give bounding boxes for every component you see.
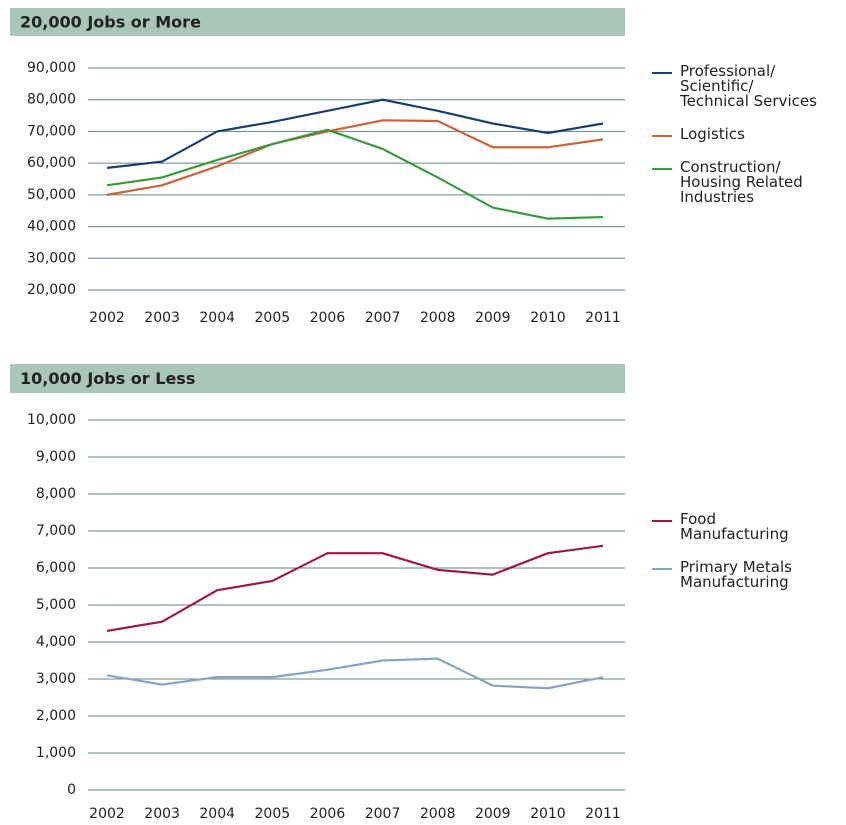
x-tick-label: 2003: [144, 310, 180, 326]
header-band: [10, 364, 625, 393]
y-tick-label: 6,000: [36, 560, 76, 576]
x-tick-label: 2006: [310, 310, 346, 326]
legend-item: Primary Metals Manufacturing: [652, 560, 792, 590]
y-tick-label: 50,000: [27, 187, 76, 203]
legend-label: Logistics: [680, 125, 745, 143]
series-line: [106, 657, 604, 690]
y-tick-label: 20,000: [27, 282, 76, 298]
x-tick-label: 2004: [199, 310, 235, 326]
legend-item: Food Manufacturing: [652, 512, 792, 542]
x-tick-label: 2011: [585, 310, 621, 326]
chart-title: 20,000 Jobs or More: [20, 13, 201, 32]
y-tick-label: 9,000: [36, 449, 76, 465]
x-tick-label: 2007: [365, 310, 401, 326]
series-line: [106, 544, 604, 632]
y-tick-label: 5,000: [36, 597, 76, 613]
legend: Food Manufacturing Primary Metals Manufac…: [652, 512, 792, 590]
y-tick-label: 30,000: [27, 250, 76, 266]
x-tick-label: 2011: [585, 806, 621, 822]
y-tick-label: 60,000: [27, 155, 76, 171]
legend-swatch: [652, 168, 672, 170]
y-tick-label: 70,000: [27, 123, 76, 139]
series-line: [106, 128, 604, 220]
legend-item: Logistics: [652, 127, 817, 142]
y-tick-label: 0: [67, 782, 76, 798]
legend-label: Primary Metals Manufacturing: [680, 558, 792, 591]
x-tick-label: 2010: [530, 310, 566, 326]
x-tick-label: 2008: [420, 806, 456, 822]
x-tick-label: 2002: [89, 806, 125, 822]
series-line: [106, 98, 604, 169]
legend-swatch: [652, 72, 672, 74]
x-tick-label: 2009: [475, 806, 511, 822]
y-tick-label: 90,000: [27, 60, 76, 76]
x-tick-label: 2002: [89, 310, 125, 326]
x-tick-label: 2004: [199, 806, 235, 822]
y-tick-label: 1,000: [36, 745, 76, 761]
y-tick-label: 7,000: [36, 523, 76, 539]
legend-label: Food Manufacturing: [680, 510, 789, 543]
y-tick-label: 2,000: [36, 708, 76, 724]
x-tick-label: 2007: [365, 806, 401, 822]
y-tick-label: 40,000: [27, 219, 76, 235]
legend: Professional/ Scientific/ Technical Serv…: [652, 64, 817, 205]
legend-label: Professional/ Scientific/ Technical Serv…: [680, 62, 817, 110]
x-tick-label: 2005: [255, 310, 291, 326]
x-tick-label: 2006: [310, 806, 346, 822]
x-tick-label: 2008: [420, 310, 456, 326]
y-tick-label: 80,000: [27, 92, 76, 108]
x-tick-label: 2009: [475, 310, 511, 326]
y-tick-label: 10,000: [27, 412, 76, 428]
x-tick-label: 2010: [530, 806, 566, 822]
y-tick-label: 3,000: [36, 671, 76, 687]
y-tick-label: 4,000: [36, 634, 76, 650]
series-line: [106, 119, 604, 196]
x-tick-label: 2003: [144, 806, 180, 822]
legend-item: Professional/ Scientific/ Technical Serv…: [652, 64, 817, 109]
x-tick-label: 2005: [255, 806, 291, 822]
legend-item: Construction/ Housing Related Industries: [652, 160, 817, 205]
legend-label: Construction/ Housing Related Industries: [680, 158, 803, 206]
legend-swatch: [652, 135, 672, 137]
legend-swatch: [652, 568, 672, 570]
legend-swatch: [652, 520, 672, 522]
chart-title: 10,000 Jobs or Less: [20, 369, 195, 388]
header-band: [10, 8, 625, 36]
y-tick-label: 8,000: [36, 486, 76, 502]
